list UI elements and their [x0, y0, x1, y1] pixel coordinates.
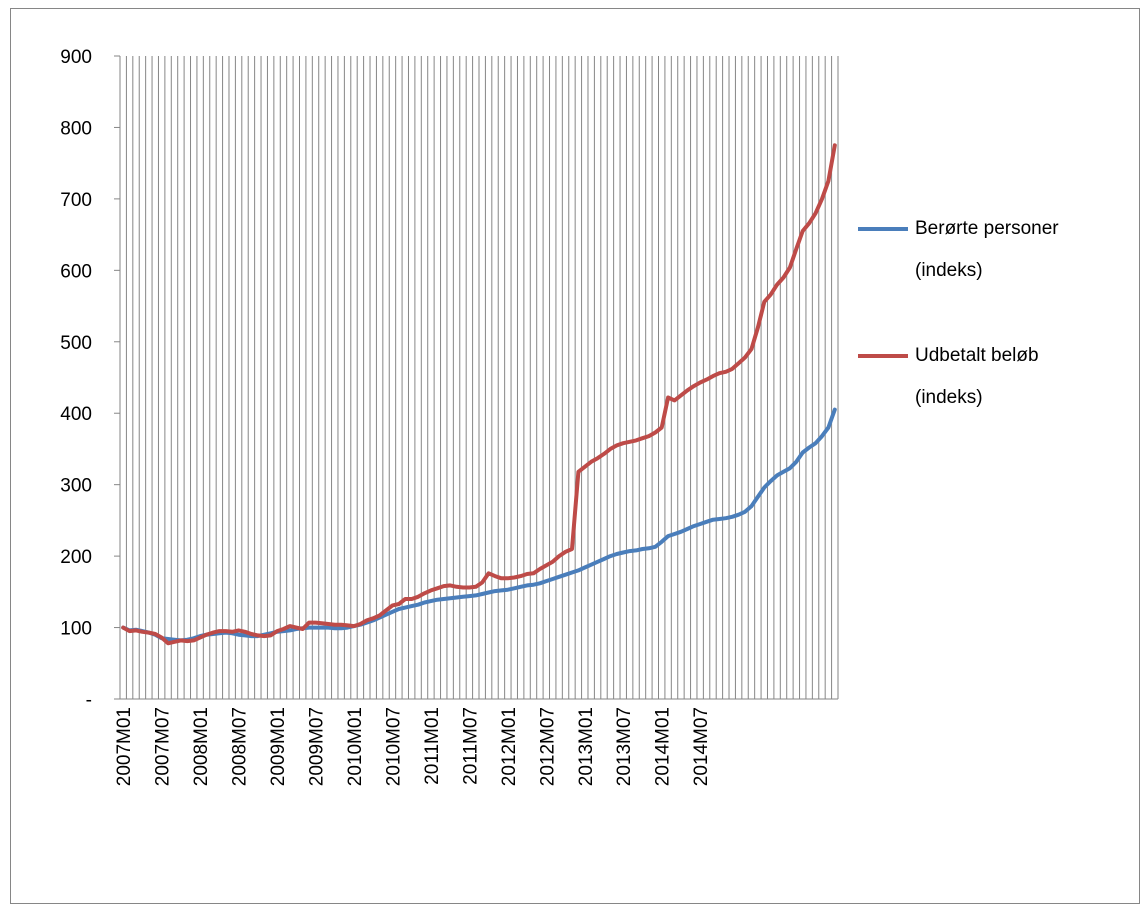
x-tick-label: 2012M07: [537, 707, 558, 786]
y-tick-label: 100: [60, 619, 92, 640]
legend: Berørte personer (indeks) Udbetalt beløb (i…: [858, 218, 1059, 408]
y-axis-ticks: - 100 200 300 400 500 600 700 800 900: [60, 47, 120, 711]
y-tick-label: 400: [60, 404, 92, 425]
x-tick-label: 2011M01: [422, 707, 443, 785]
x-tick-label: 2009M07: [307, 707, 328, 786]
y-tick-label: 700: [60, 190, 92, 211]
y-tick-label: -: [86, 690, 92, 711]
y-tick-label: 900: [60, 47, 92, 68]
y-tick-label: 600: [60, 261, 92, 282]
x-tick-label: 2011M07: [460, 707, 481, 785]
x-tick-label: 2008M07: [230, 707, 251, 786]
series-lines: [121, 143, 837, 646]
legend-label-1: Berørte personer (indeks): [915, 218, 1059, 281]
series-line-2: [121, 143, 837, 646]
y-tick-label: 200: [60, 547, 92, 568]
x-tick-label: 2014M01: [653, 707, 674, 786]
x-tick-label: 2008M01: [191, 707, 212, 786]
legend-label-2: Udbetalt beløb (indeks): [915, 345, 1039, 408]
axes: [119, 56, 838, 700]
gridlines: [119, 56, 839, 699]
x-tick-label: 2013M01: [576, 707, 597, 786]
y-tick-label: 500: [60, 333, 92, 354]
x-tick-label: 2013M07: [614, 707, 635, 786]
series-line-1: [121, 407, 837, 643]
x-tick-label: 2012M01: [499, 707, 520, 786]
x-tick-label: 2010M07: [383, 707, 404, 786]
x-axis-ticks: 2007M01 2007M07 2008M01 2008M07 2009M01 2009M…: [114, 707, 712, 786]
x-tick-label: 2007M07: [153, 707, 174, 786]
x-tick-label: 2007M01: [114, 707, 135, 786]
x-tick-label: 2010M01: [345, 707, 366, 786]
x-tick-label: 2014M07: [691, 707, 712, 786]
y-tick-label: 800: [60, 118, 92, 139]
y-tick-label: 300: [60, 476, 92, 497]
x-tick-label: 2009M01: [268, 707, 289, 786]
